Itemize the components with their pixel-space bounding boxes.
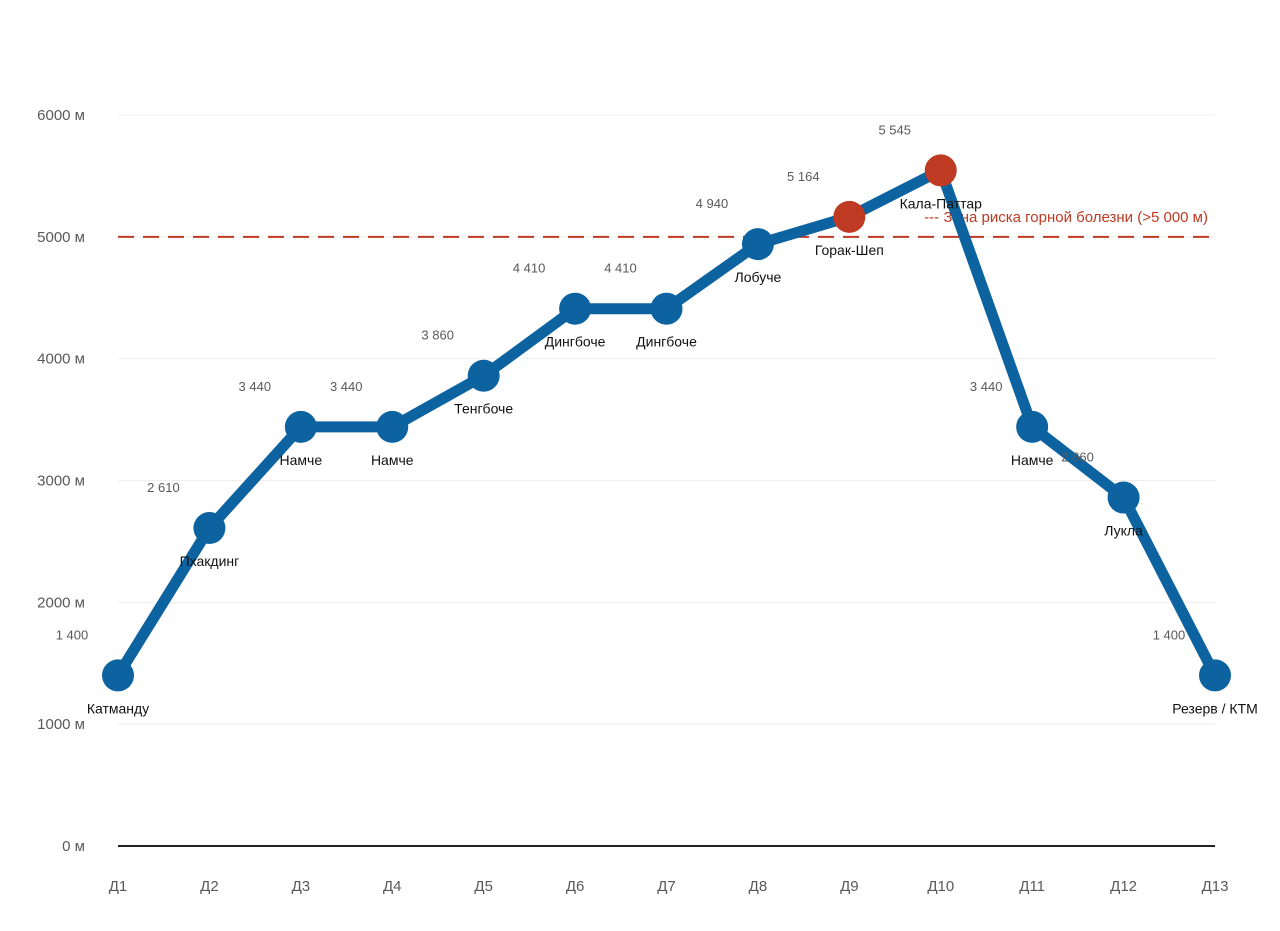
labels: 1 400 2 610 3 440 3 440 3 860 4 410 4 410 4 940… bbox=[56, 122, 1258, 716]
data-point-7 bbox=[650, 292, 683, 325]
data-point-5 bbox=[467, 359, 500, 392]
y-tick-label-0: 0 м bbox=[62, 838, 85, 855]
point-label-8: Лобуче bbox=[735, 269, 782, 285]
x-tick-label-13: Д13 bbox=[1202, 878, 1229, 895]
y-tick-label-5000: 5000 м bbox=[37, 229, 85, 246]
x-tick-label-5: Д5 bbox=[474, 878, 493, 895]
point-label-9: Горак-Шеп bbox=[815, 242, 884, 258]
point-label-10: Кала-Паттар bbox=[900, 195, 983, 211]
series bbox=[102, 154, 1231, 692]
data-point-10 bbox=[924, 154, 957, 187]
x-tick-label-10: Д10 bbox=[927, 878, 954, 895]
point-label-12: Лукла bbox=[1104, 523, 1143, 539]
data-point-6 bbox=[559, 292, 592, 325]
x-tick-label-12: Д12 bbox=[1110, 878, 1137, 895]
value-label-9: 5 164 bbox=[787, 169, 820, 184]
x-tick-label-11: Д11 bbox=[1019, 878, 1045, 895]
point-label-7: Дингбоче bbox=[636, 334, 697, 350]
point-label-11: Намче bbox=[1011, 452, 1054, 468]
value-label-13: 1 400 bbox=[1153, 627, 1186, 642]
data-point-8 bbox=[741, 228, 774, 261]
x-tick-label-6: Д6 bbox=[566, 878, 585, 895]
value-label-4: 3 440 bbox=[330, 379, 363, 394]
x-tick-label-7: Д7 bbox=[657, 878, 676, 895]
data-point-12 bbox=[1107, 481, 1140, 514]
value-label-3: 3 440 bbox=[239, 379, 272, 394]
point-label-6: Дингбоче bbox=[545, 334, 606, 350]
data-point-2 bbox=[193, 512, 226, 545]
value-label-1: 1 400 bbox=[56, 627, 89, 642]
x-tick-label-1: Д1 bbox=[109, 878, 128, 895]
y-tick-label-4000: 4000 м bbox=[37, 351, 85, 368]
data-point-4 bbox=[376, 410, 409, 443]
point-label-13: Резерв / КТМ bbox=[1172, 700, 1258, 716]
threshold: --- Зона риска горной болезни (>5 000 м) bbox=[118, 209, 1215, 238]
point-label-5: Тенгбоче bbox=[454, 401, 513, 417]
data-point-13 bbox=[1199, 659, 1231, 692]
series-line bbox=[112, 164, 1221, 681]
value-label-7: 4 410 bbox=[604, 261, 637, 276]
data-point-9 bbox=[833, 200, 866, 233]
point-label-4: Намче bbox=[371, 452, 414, 468]
gridlines bbox=[118, 114, 1215, 725]
point-label-1: Катманду bbox=[87, 700, 149, 716]
value-label-10: 5 545 bbox=[878, 122, 911, 137]
point-label-3: Намче bbox=[280, 452, 323, 468]
point-label-2: Пхакдинг bbox=[180, 553, 240, 569]
value-label-12: 2 860 bbox=[1061, 450, 1094, 465]
x-tick-label-3: Д3 bbox=[292, 878, 311, 895]
y-tick-label-2000: 2000 м bbox=[37, 594, 85, 611]
value-label-6: 4 410 bbox=[513, 261, 546, 276]
data-point-3 bbox=[284, 410, 317, 443]
data-point-1 bbox=[102, 659, 134, 692]
y-tick-label-3000: 3000 м bbox=[37, 473, 85, 490]
threshold-label: --- Зона риска горной болезни (>5 000 м) bbox=[924, 209, 1208, 226]
value-label-8: 4 940 bbox=[696, 196, 729, 211]
y-tick-label-1000: 1000 м bbox=[37, 716, 85, 733]
axes: 0 м 1000 м 2000 м 3000 м 4000 м 5000 м 6000 м Д… bbox=[37, 107, 1228, 895]
x-tick-label-9: Д9 bbox=[840, 878, 859, 895]
data-point-11 bbox=[1016, 410, 1049, 443]
x-tick-label-8: Д8 bbox=[749, 878, 768, 895]
value-label-2: 2 610 bbox=[147, 480, 180, 495]
x-tick-label-2: Д2 bbox=[200, 878, 219, 895]
value-label-11: 3 440 bbox=[970, 379, 1003, 394]
x-tick-label-4: Д4 bbox=[383, 878, 402, 895]
y-tick-label-6000: 6000 м bbox=[37, 107, 85, 124]
value-label-5: 3 860 bbox=[421, 328, 454, 343]
